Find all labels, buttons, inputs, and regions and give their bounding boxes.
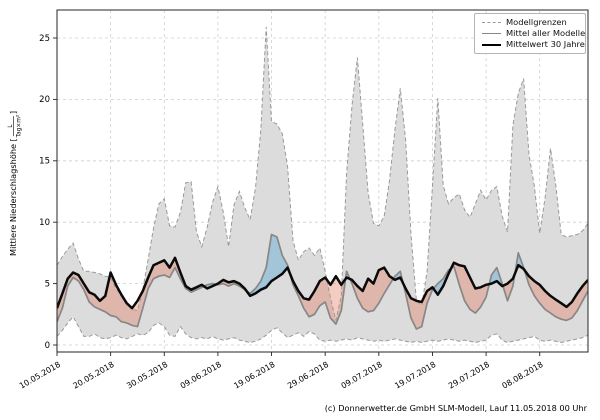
y-tick-label: 25 [39, 34, 50, 44]
legend-label: Mittelwert 30 Jahre [506, 39, 585, 49]
x-tick-label: 09.07.2018 [340, 360, 384, 391]
dashed-line-icon [482, 22, 501, 23]
x-tick-label: 10.05.2018 [18, 360, 62, 391]
x-tick-label: 09.06.2018 [179, 360, 223, 391]
legend-item-model-bounds: Modellgrenzen [482, 18, 580, 27]
x-tick-label: 29.06.2018 [286, 360, 330, 391]
x-tick-label: 19.06.2018 [232, 360, 276, 391]
below-normal-fill [451, 262, 490, 314]
y-axis-label-bracket: ] [8, 111, 18, 114]
copyright-caption: (c) Donnerwetter.de GmbH SLM-Modell, Lau… [324, 403, 587, 413]
below-normal-fill [350, 267, 394, 312]
mean-30yr-line [57, 256, 588, 310]
y-tick-label: 15 [39, 157, 50, 167]
legend-label: Mittel aller Modelle [506, 28, 586, 38]
above-normal-fill [246, 234, 290, 296]
model-range-lower-edge [57, 315, 588, 344]
model-range-upper-edge [57, 26, 588, 321]
plot-area [57, 26, 588, 344]
below-normal-fill [216, 279, 247, 291]
model-mean-line [57, 233, 588, 330]
y-tick-label: 20 [39, 95, 50, 105]
x-tick-label: 08.08.2018 [501, 360, 545, 391]
black-line-icon [482, 43, 501, 46]
above-normal-fill [489, 267, 503, 287]
fraction-denominator: Tag×m² [16, 115, 23, 139]
legend-item-model-mean: Mittel aller Modelle [482, 29, 585, 38]
y-axis: 0 5 10 15 20 25 [39, 34, 57, 351]
gray-line-icon [482, 33, 501, 34]
above-normal-fill [514, 252, 525, 274]
x-tick-label: 30.05.2018 [125, 360, 169, 391]
y-tick-label: 10 [39, 218, 50, 228]
fraction-numerator: L [8, 124, 14, 128]
y-tick-label: 5 [45, 279, 50, 289]
y-tick-label: 0 [45, 341, 50, 351]
axes-frame [56, 9, 589, 353]
x-tick-label: 19.07.2018 [393, 360, 437, 391]
y-axis-label: Mittlere Niederschlagshöhe [ L Tag×m²] [8, 111, 23, 256]
legend-label: Modellgrenzen [506, 17, 567, 27]
below-normal-fill [524, 269, 588, 321]
y-axis-label-text: Mittlere Niederschlagshöhe [ [8, 138, 18, 256]
x-axis: 10.05.2018 20.05.2018 30.05.2018 09.06.2018… [18, 352, 545, 391]
below-normal-fill [57, 257, 204, 327]
legend-item-30yr-mean: Mittelwert 30 Jahre [482, 40, 585, 49]
legend: Modellgrenzen Mittel aller Modelle Mitte… [474, 13, 586, 54]
x-tick-label: 29.07.2018 [447, 360, 491, 391]
below-normal-fill [289, 273, 346, 325]
x-tick-label: 20.05.2018 [71, 360, 115, 391]
